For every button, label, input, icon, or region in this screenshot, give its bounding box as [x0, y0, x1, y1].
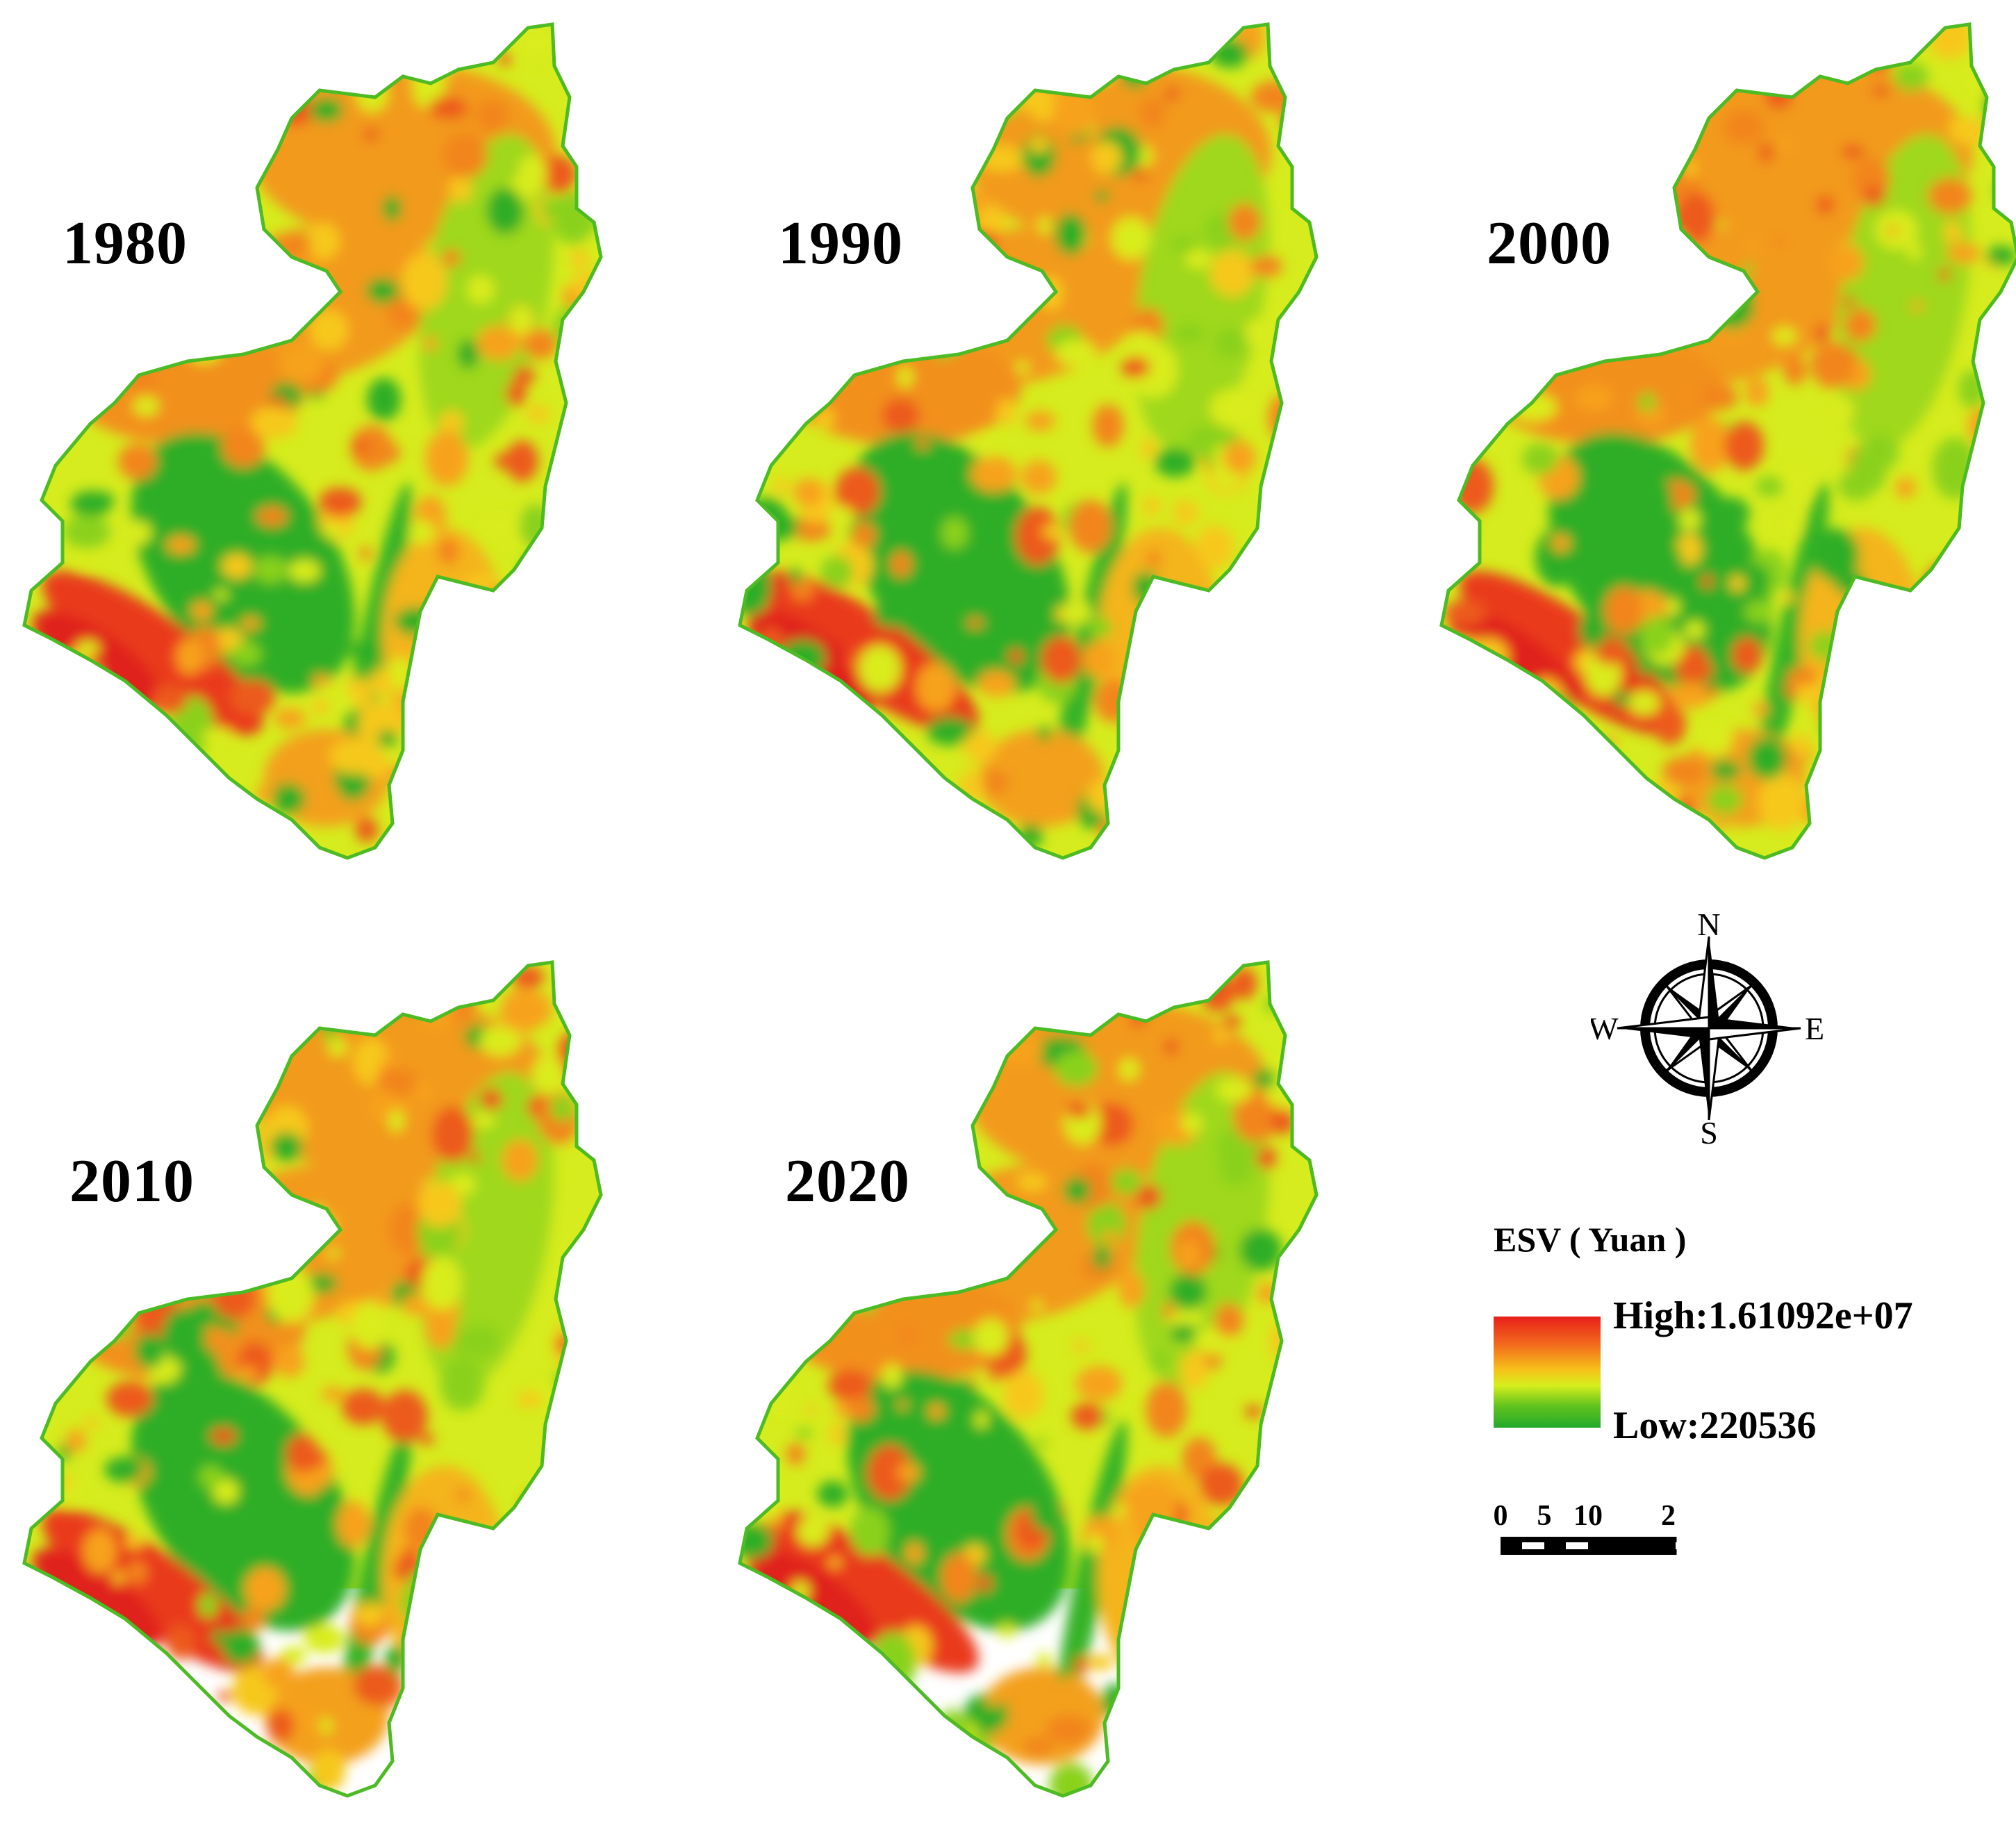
legend-low-label: Low:220536	[1613, 1403, 1816, 1448]
legend-color-ramp	[1494, 1317, 1601, 1428]
scale-tick-20: 20	[1661, 1500, 1690, 1532]
scale-tick-5: 5	[1537, 1500, 1552, 1532]
compass-north-label: N	[1697, 910, 1720, 942]
scale-unit-label: km	[1883, 1518, 1933, 1562]
year-label-2010: 2010	[69, 1146, 195, 1216]
scale-tick-30: 30	[1749, 1500, 1778, 1532]
esv-map-1980	[14, 14, 653, 910]
compass-west-label: W	[1591, 1011, 1619, 1046]
map-panel-2020: 2020	[729, 952, 1369, 1848]
map-panel-1980: 1980	[14, 14, 653, 910]
scale-tick-0: 0	[1494, 1500, 1508, 1532]
year-label-2020: 2020	[785, 1146, 910, 1216]
map-panel-2000: 2000	[1431, 14, 2016, 910]
map-panel-1990: 1990	[729, 14, 1369, 910]
esv-map-2020	[729, 952, 1369, 1848]
esv-map-1990	[729, 14, 1369, 910]
esv-map-2010	[14, 952, 653, 1848]
year-label-1980: 1980	[63, 208, 188, 279]
year-label-2000: 2000	[1487, 208, 1612, 279]
compass-rose-icon: N S E W	[1591, 910, 1827, 1146]
legend-high-label: High:1.61092e+07	[1613, 1294, 1913, 1338]
map-panel-2010: 2010	[14, 952, 653, 1848]
legend-title: ESV ( Yuan )	[1494, 1219, 1686, 1260]
esv-map-2000	[1431, 14, 2016, 910]
year-label-1990: 1990	[778, 208, 903, 279]
scale-tick-10: 10	[1573, 1500, 1603, 1532]
compass-east-label: E	[1805, 1011, 1824, 1046]
scale-tick-40: 40	[1836, 1500, 1865, 1532]
compass-south-label: S	[1700, 1115, 1718, 1146]
